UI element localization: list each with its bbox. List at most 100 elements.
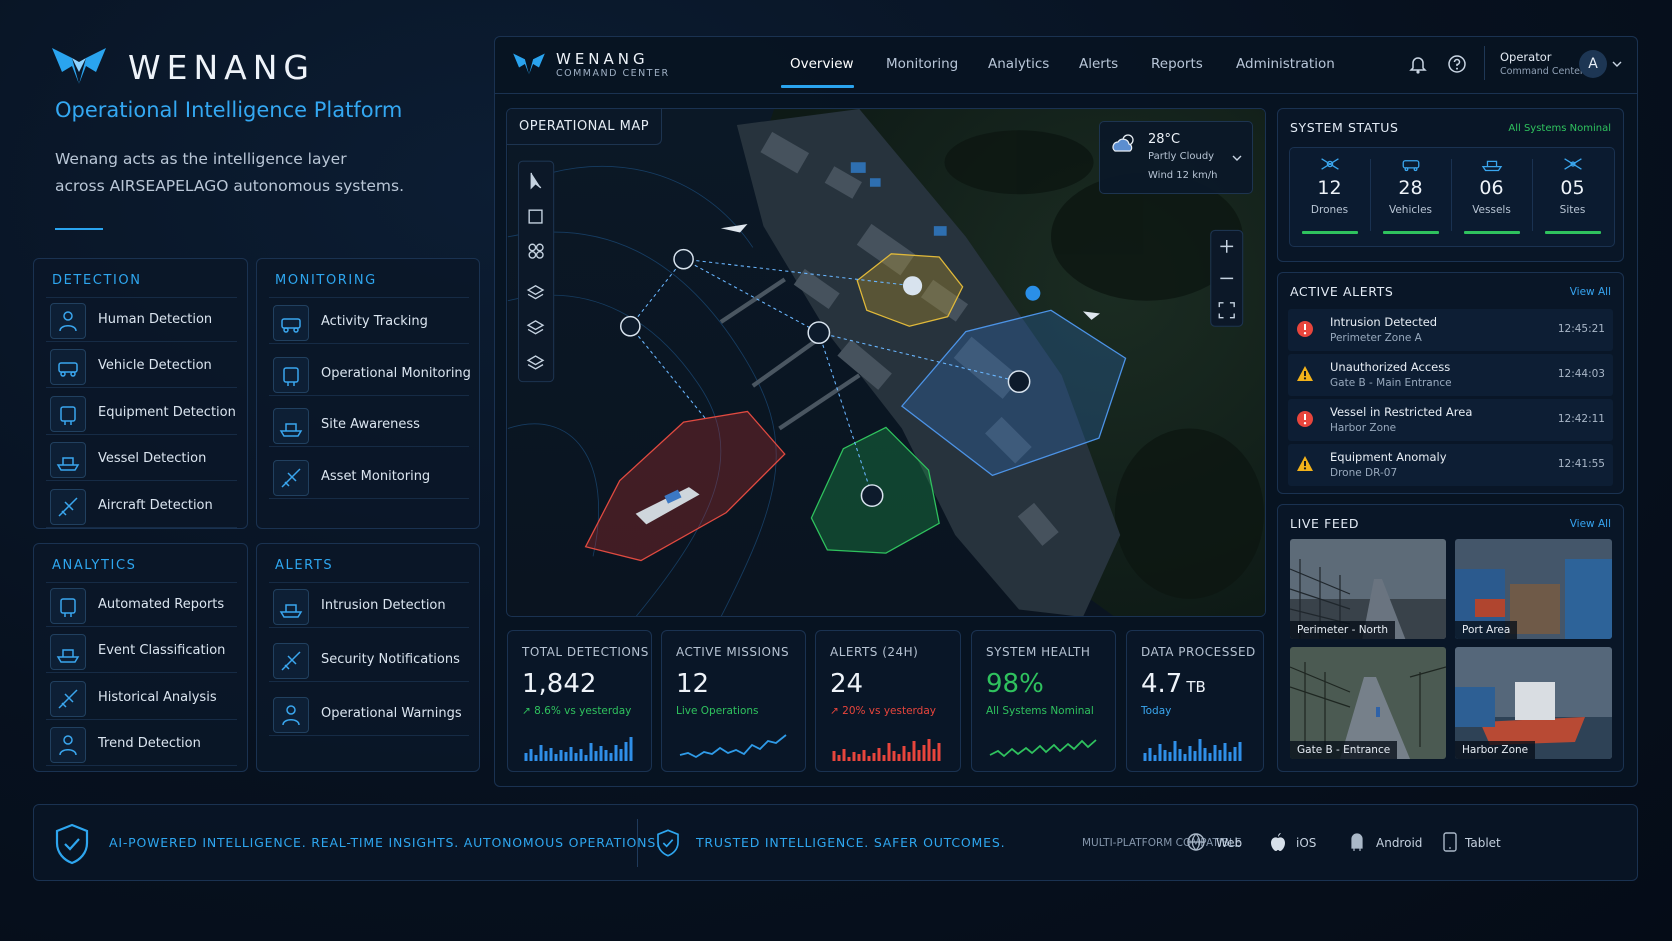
alert-time: 12:42:11	[1557, 413, 1605, 425]
module-item[interactable]: Trend Detection	[46, 725, 237, 767]
footer: AI-POWERED INTELLIGENCE. REAL-TIME INSIG…	[33, 804, 1638, 881]
alert-icon	[1297, 366, 1313, 381]
module-item[interactable]: Security Notifications	[269, 641, 469, 682]
view-all-link[interactable]: View All	[1569, 518, 1611, 530]
module-item[interactable]: Operational Monitoring	[269, 355, 471, 396]
alert-time: 12:44:03	[1557, 368, 1605, 380]
kpi-value: 98%	[986, 669, 1044, 699]
module-card: ANALYTICS Automated Reports Event Classifi…	[33, 543, 248, 772]
module-item-label: Intrusion Detection	[321, 598, 446, 613]
weather-wind: Wind 12 km/h	[1148, 170, 1218, 181]
weather-widget[interactable]: 28°C Partly Cloudy Wind 12 km/h	[1099, 121, 1253, 194]
header-divider	[495, 93, 1637, 94]
zoom-controls[interactable]	[1210, 229, 1244, 327]
help-icon[interactable]	[1447, 54, 1467, 74]
alert-icon	[1297, 321, 1313, 337]
drones	[720, 224, 1100, 320]
icon-glyph	[279, 423, 303, 438]
weather-condition: Partly Cloudy	[1148, 151, 1215, 162]
module-item[interactable]: Human Detection	[46, 301, 237, 342]
module-item[interactable]: Operational Warnings	[269, 695, 469, 736]
platform-name: iOS	[1296, 836, 1317, 850]
module-icon	[273, 356, 309, 393]
notifications-icon[interactable]	[1408, 54, 1428, 74]
alert-item[interactable]: Equipment Anomaly Drone DR-07 12:41:55	[1288, 444, 1613, 486]
module-card: MONITORING Activity Tracking Operational M…	[256, 258, 480, 529]
nav-item[interactable]: Analytics	[988, 56, 1050, 72]
nav-item[interactable]: Alerts	[1079, 56, 1119, 72]
module-item[interactable]: Event Classification	[46, 632, 237, 674]
map-toolbar[interactable]	[517, 160, 555, 383]
module-icon	[273, 305, 309, 341]
icon-glyph	[58, 497, 78, 517]
header-subtitle: COMMAND CENTER	[556, 68, 670, 79]
zone-monitored[interactable]	[900, 309, 1127, 477]
icon-glyph	[281, 318, 301, 333]
module-item[interactable]: Activity Tracking	[269, 303, 469, 344]
alert-location: Gate B - Main Entrance	[1330, 377, 1452, 389]
alert-title: Equipment Anomaly	[1330, 450, 1447, 464]
platform-name: Tablet	[1465, 836, 1501, 850]
module-item[interactable]: Vessel Detection	[46, 440, 237, 482]
zone-restricted[interactable]	[584, 410, 786, 562]
user-menu-caret[interactable]	[1612, 60, 1622, 68]
brand-description: across AIRSEAPELAGO autonomous systems.	[55, 177, 405, 195]
alert-item[interactable]: Unauthorized Access Gate B - Main Entranc…	[1288, 354, 1613, 396]
kpi-card: ALERTS (24H) 24 ↗ 20% vs yesterday	[815, 630, 961, 772]
module-item[interactable]: Asset Monitoring	[269, 458, 469, 500]
forest	[944, 130, 1265, 599]
icon-glyph	[58, 689, 78, 709]
kpi-note: ↗ 8.6% vs yesterday	[522, 705, 632, 717]
footer-tagline: TRUSTED INTELLIGENCE. SAFER OUTCOMES.	[696, 835, 1006, 850]
feed-thumbnail[interactable]: Gate B - Entrance	[1290, 647, 1446, 759]
feed-thumbnail[interactable]: Port Area	[1455, 539, 1612, 639]
module-item-label: Human Detection	[98, 312, 213, 327]
feed-thumbnail[interactable]: Perimeter - North	[1290, 539, 1446, 639]
icon-glyph	[281, 468, 301, 488]
feed-label: Perimeter - North	[1290, 621, 1396, 639]
module-item[interactable]: Vehicle Detection	[46, 347, 237, 389]
kpi-card: SYSTEM HEALTH 98% All Systems Nominal	[971, 630, 1116, 772]
module-item[interactable]: Equipment Detection	[46, 394, 237, 435]
ship	[635, 487, 700, 525]
weather-icon	[1112, 134, 1134, 152]
kpi-sparkline	[1143, 739, 1242, 761]
feed-thumbnail[interactable]: Harbor Zone	[1455, 647, 1612, 759]
module-item[interactable]: Automated Reports	[46, 586, 237, 627]
title-divider	[269, 582, 469, 583]
view-all-link[interactable]: View All	[1569, 286, 1611, 298]
module-item[interactable]: Intrusion Detection	[269, 587, 469, 628]
status-label: Vehicles	[1388, 204, 1433, 216]
icon-glyph	[59, 311, 77, 332]
module-title: MONITORING	[275, 273, 377, 288]
kpi-value: 4.7 TB	[1141, 669, 1206, 699]
module-item-label: Operational Warnings	[321, 706, 462, 721]
alert-item[interactable]: Vessel in Restricted Area Harbor Zone 12:4…	[1288, 399, 1613, 441]
title-divider	[46, 297, 237, 298]
feed-image	[1455, 647, 1612, 759]
module-item-label: Equipment Detection	[98, 404, 236, 420]
module-item[interactable]: Aircraft Detection	[46, 487, 237, 528]
module-item-label: Aircraft Detection	[98, 497, 213, 513]
module-icon	[273, 460, 309, 497]
alert-title: Vessel in Restricted Area	[1330, 405, 1473, 419]
module-item[interactable]: Historical Analysis	[46, 679, 237, 720]
nav-item[interactable]: Administration	[1236, 56, 1335, 72]
module-item[interactable]: Site Awareness	[269, 406, 469, 448]
kpi-card: ACTIVE MISSIONS 12 Live Operations	[661, 630, 806, 772]
nav-item[interactable]: Overview	[790, 56, 854, 72]
panel-title: SYSTEM STATUS	[1290, 120, 1399, 135]
system-status-panel: SYSTEM STATUS All Systems Nominal 12 Dron…	[1277, 108, 1624, 262]
module-icon	[50, 303, 86, 339]
map-markers[interactable]	[620, 248, 1041, 507]
alert-item[interactable]: Intrusion Detected Perimeter Zone A 12:45:…	[1288, 309, 1613, 351]
nav-item[interactable]: Reports	[1151, 56, 1203, 72]
user-avatar[interactable]: A	[1579, 50, 1607, 78]
module-item-label: Automated Reports	[98, 597, 225, 612]
shield-icon	[657, 829, 679, 857]
module-item-label: Historical Analysis	[98, 689, 217, 705]
alert-title: Intrusion Detected	[1330, 315, 1438, 329]
nav-item[interactable]: Monitoring	[886, 56, 959, 72]
module-icon	[273, 697, 309, 733]
